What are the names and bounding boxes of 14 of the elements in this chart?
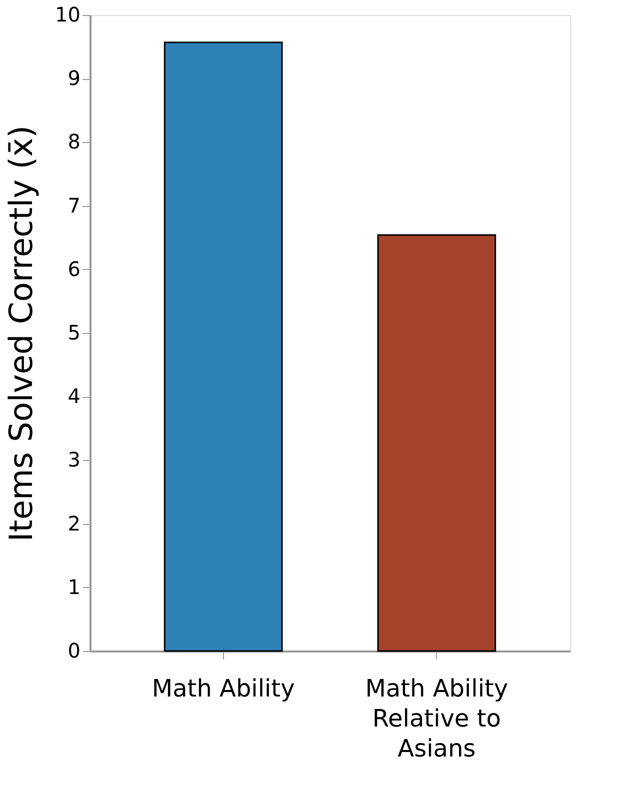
y-tick-label: 9 <box>68 66 80 90</box>
y-axis-title: Items Solved Correctly (x̄) <box>2 125 40 542</box>
x-tick-label: Math Ability Relative to Asians <box>365 674 508 762</box>
y-tick-label: 1 <box>68 574 80 599</box>
y-tick-label: 10 <box>55 2 80 26</box>
y-tick-label: 8 <box>68 130 80 154</box>
x-tick-label: Math Ability <box>152 674 295 702</box>
y-tick-label: 4 <box>68 384 80 408</box>
y-tick-label: 6 <box>68 256 80 281</box>
y-tick-label: 2 <box>68 511 80 536</box>
y-tick-label: 3 <box>68 448 80 472</box>
y-tick-label: 7 <box>68 193 80 218</box>
y-tick-label: 0 <box>68 638 80 662</box>
y-tick-label: 5 <box>68 320 80 344</box>
